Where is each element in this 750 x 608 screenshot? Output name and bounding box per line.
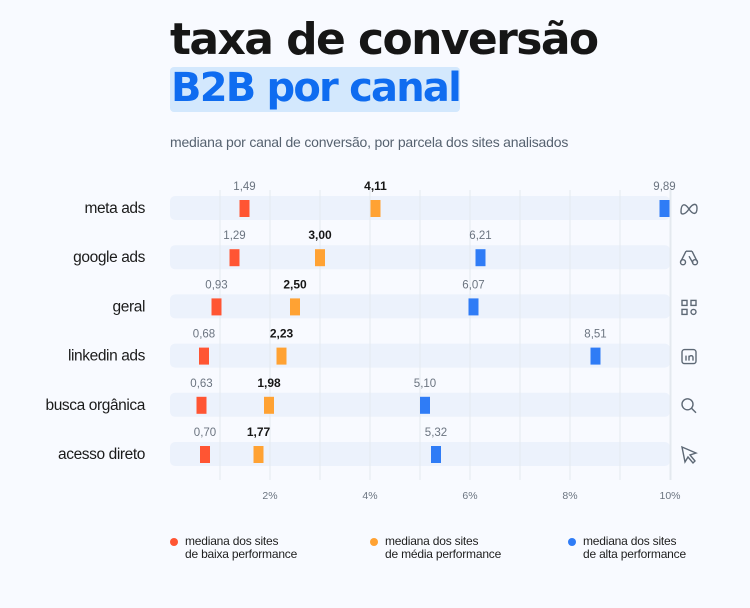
marker-low: [196, 396, 207, 414]
x-tick-label: 8%: [562, 490, 577, 502]
search-icon: [681, 398, 697, 414]
chart-title-line2: B2B por canal: [171, 65, 462, 111]
google-ads-icon: [679, 250, 699, 266]
legend-label-line1: mediana dos sites: [385, 534, 479, 548]
value-label-mid: 1,98: [257, 376, 281, 390]
legend-label-line2: de baixa performance: [185, 547, 298, 561]
value-label-mid: 4,11: [364, 179, 387, 193]
category-label: google ads: [73, 249, 145, 266]
marker-high: [468, 298, 479, 316]
value-label-low: 1,49: [233, 181, 255, 193]
value-label-high: 8,51: [584, 329, 606, 341]
value-label-mid: 1,77: [247, 425, 271, 439]
category-label: meta ads: [84, 200, 145, 217]
linkedin-icon: [681, 348, 697, 365]
value-label-high: 5,10: [414, 378, 436, 390]
value-label-high: 6,07: [462, 279, 484, 291]
value-label-low: 0,68: [193, 329, 215, 341]
legend-dot-low: [170, 538, 178, 546]
category-label: busca orgânica: [45, 397, 145, 414]
category-label: linkedin ads: [68, 348, 146, 365]
marker-low: [199, 347, 209, 365]
chart-title-line1: taxa de conversão: [170, 14, 599, 65]
marker-high: [659, 200, 670, 217]
legend-dot-mid: [370, 538, 378, 546]
meta-icon: [680, 203, 698, 215]
category-label: geral: [113, 298, 145, 315]
marker-low: [211, 298, 222, 316]
value-label-low: 1,29: [223, 230, 245, 242]
legend-label-line1: mediana dos sites: [185, 534, 279, 548]
value-label-mid: 2,50: [283, 277, 307, 291]
value-label-mid: 3,00: [308, 228, 332, 242]
x-tick-label: 4%: [362, 490, 377, 502]
title-highlight: [170, 67, 460, 112]
marker-low: [239, 200, 250, 217]
legend-label-line2: de média performance: [385, 547, 502, 561]
x-tick-label: 10%: [659, 490, 680, 502]
value-label-low: 0,70: [194, 427, 216, 439]
category-label: acesso direto: [58, 446, 145, 463]
marker-mid: [276, 347, 287, 365]
marker-high: [590, 347, 601, 365]
marker-high: [431, 446, 441, 463]
x-tick-label: 6%: [462, 490, 477, 502]
marker-mid: [315, 249, 325, 267]
chart-subtitle: mediana por canal de conversão, por parc…: [170, 134, 569, 150]
x-tick-label: 2%: [262, 490, 277, 502]
marker-mid: [253, 446, 264, 463]
marker-mid: [370, 200, 381, 217]
marker-high: [420, 396, 430, 414]
marker-low: [229, 249, 240, 267]
value-label-low: 0,63: [190, 378, 212, 390]
marker-mid: [290, 298, 300, 316]
grid-apps-icon: [681, 299, 697, 316]
legend-label-line1: mediana dos sites: [583, 534, 677, 548]
value-label-low: 0,93: [205, 279, 227, 291]
cursor-icon: [681, 445, 698, 465]
value-label-mid: 2,23: [270, 327, 294, 341]
marker-low: [200, 446, 210, 463]
legend-label-line2: de alta performance: [583, 547, 686, 561]
marker-mid: [264, 396, 274, 414]
value-label-high: 5,32: [425, 427, 447, 439]
value-label-high: 9,89: [653, 181, 675, 193]
value-label-high: 6,21: [469, 230, 491, 242]
legend-dot-high: [568, 538, 576, 546]
marker-high: [475, 249, 486, 267]
